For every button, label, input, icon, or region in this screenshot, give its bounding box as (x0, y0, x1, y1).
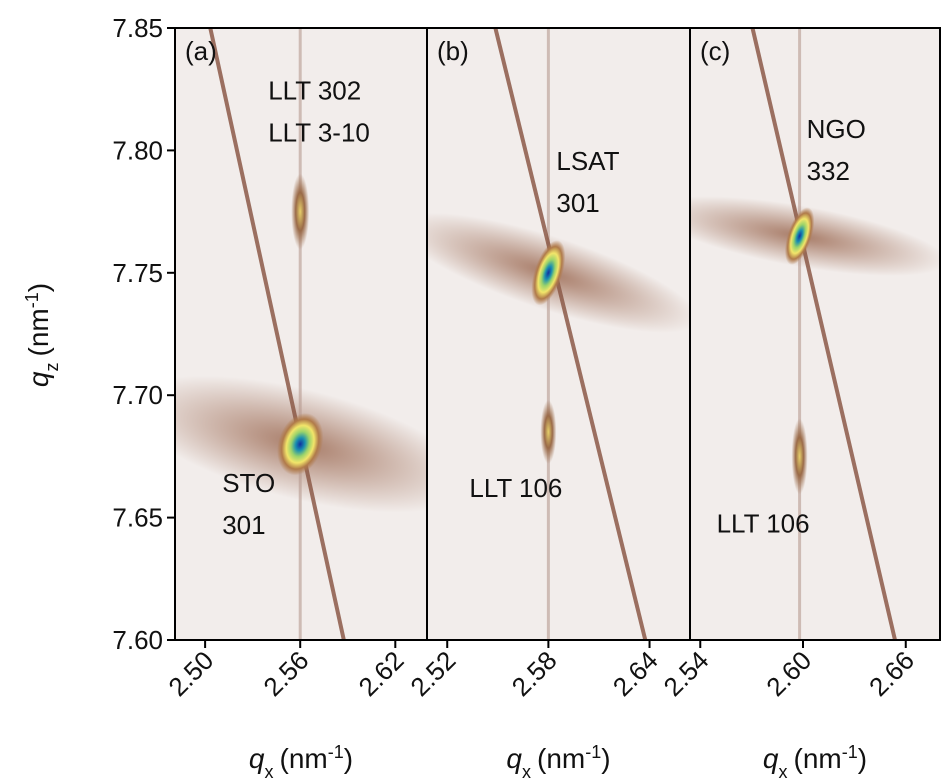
peak-label: 301 (222, 510, 265, 540)
y-tick-label: 7.65 (112, 503, 163, 533)
y-axis-label-part: ) (23, 283, 54, 292)
y-tick-label: 7.70 (112, 380, 163, 410)
x-axis-label-part: ) (858, 743, 867, 774)
x-axis-label: qx (nm-1) (249, 742, 353, 782)
map-area (690, 28, 940, 640)
x-tick-label: 2.60 (760, 645, 817, 702)
x-axis-label-part: x (779, 762, 788, 782)
x-axis-label-part: (nm (794, 743, 842, 774)
peak-label: LSAT (556, 146, 619, 176)
x-axis-label-part: q (249, 743, 265, 774)
x-axis-label-part: ) (601, 743, 610, 774)
x-tick-label: 2.56 (257, 645, 314, 702)
x-axis-label-part: -1 (842, 742, 858, 762)
analyzer-streak (750, 28, 897, 640)
analyzer-streak (493, 28, 648, 640)
y-tick-label: 7.80 (112, 135, 163, 165)
y-axis-label-part: q (23, 371, 54, 387)
panel: NGO 332 LLT 106 (c) 2.54 2.60 2.66 qx (nm-1) (658, 27, 941, 782)
peak-label: 301 (556, 188, 599, 218)
x-axis-label-part: x (265, 762, 274, 782)
map-background (690, 28, 940, 640)
peak (791, 418, 808, 495)
panel-label: (c) (700, 36, 730, 66)
x-axis-label-part: ) (344, 743, 353, 774)
x-axis-label: qx (nm-1) (506, 742, 610, 782)
peak-label: LLT 302 (268, 76, 361, 106)
y-axis-label-part: -1 (22, 292, 42, 308)
map-area (175, 28, 427, 640)
panel-label: (b) (437, 36, 469, 66)
x-axis-label-part: -1 (585, 742, 601, 762)
x-axis-label-part: x (522, 762, 531, 782)
x-axis-label-part: q (506, 743, 522, 774)
x-axis-label-part: (nm (280, 743, 328, 774)
y-tick-label: 7.60 (112, 625, 163, 655)
x-axis-label-part: -1 (328, 742, 344, 762)
x-tick-label: 2.50 (162, 645, 219, 702)
y-axis-label-part: z (42, 363, 62, 372)
peak (291, 173, 310, 250)
peak-label: LLT 3-10 (268, 118, 370, 148)
x-axis-label-part: q (763, 743, 779, 774)
peak-label: 332 (807, 156, 850, 186)
x-tick-label: 2.64 (607, 645, 664, 702)
x-tick-label: 2.54 (658, 645, 715, 702)
analyzer-streak (208, 28, 346, 640)
panel-label: (a) (185, 36, 217, 66)
peak (540, 399, 557, 464)
y-axis-label: qz (nm-1) (22, 283, 62, 387)
x-axis-label: qx (nm-1) (763, 742, 867, 782)
peak (784, 207, 815, 265)
x-tick-label: 2.62 (353, 645, 410, 702)
map-area (427, 28, 690, 640)
x-tick-label: 2.52 (404, 645, 461, 702)
panel-frame (689, 27, 941, 641)
panel: LSAT 301 LLT 106 (b) 2.52 2.58 2.64 qx (nm-1) (404, 27, 691, 782)
peak-label: LLT 106 (717, 508, 810, 538)
x-tick-label: 2.58 (506, 645, 563, 702)
y-axis-label-part: (nm (23, 308, 54, 356)
y-tick-label: 7.85 (112, 13, 163, 43)
map-background (427, 28, 690, 640)
x-axis-label-part: (nm (537, 743, 585, 774)
peak-label: STO (222, 468, 275, 498)
peak-label: NGO (807, 114, 866, 144)
peak (277, 412, 324, 476)
peak (531, 240, 566, 306)
peak-label: LLT 106 (469, 473, 562, 503)
x-tick-label: 2.66 (863, 645, 920, 702)
y-tick-label: 7.75 (112, 258, 163, 288)
